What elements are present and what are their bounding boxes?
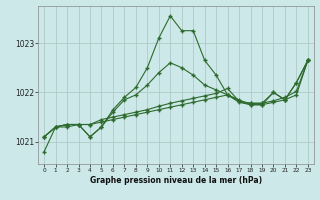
X-axis label: Graphe pression niveau de la mer (hPa): Graphe pression niveau de la mer (hPa) [90, 176, 262, 185]
